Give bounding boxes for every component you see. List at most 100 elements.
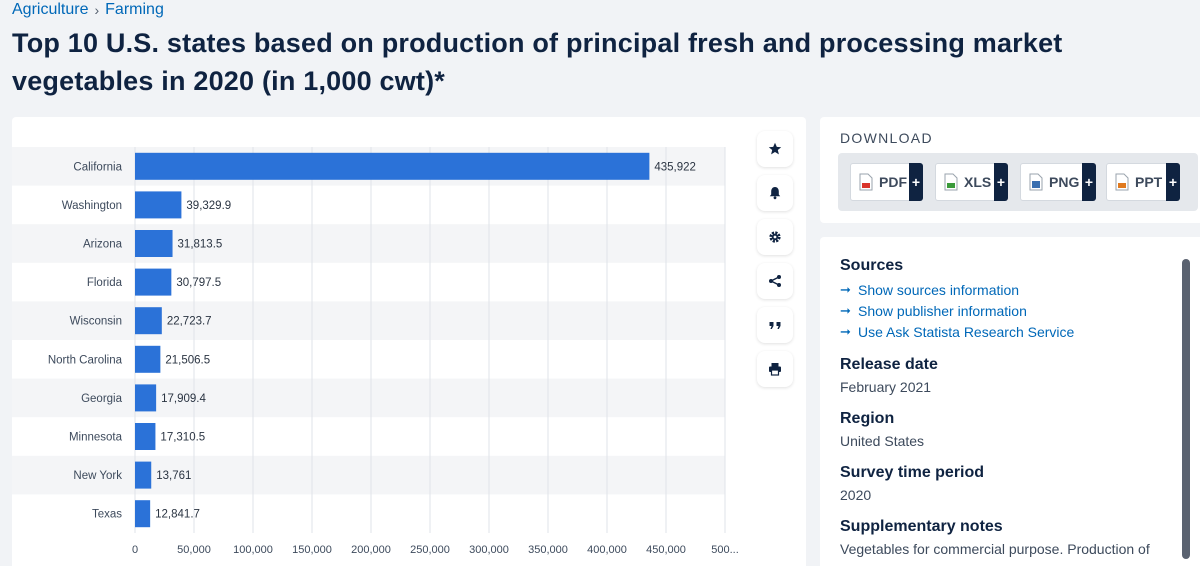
bar <box>135 461 152 489</box>
show-sources-label: Show sources information <box>858 281 1020 298</box>
favorite-button[interactable] <box>757 131 793 167</box>
bar <box>135 500 151 528</box>
x-tick-label: 250,000 <box>410 544 450 556</box>
bar <box>135 191 182 219</box>
ask-statista-link[interactable]: ➞ Use Ask Statista Research Service <box>840 321 1170 342</box>
download-pdf-button[interactable]: PDF + <box>850 163 923 201</box>
category-label: Arizona <box>83 239 123 251</box>
statistic-info-card: Sources ➞ Show sources information ➞ Show … <box>820 237 1200 566</box>
category-label: North Carolina <box>48 354 123 366</box>
survey-period-value: 2020 <box>840 487 872 503</box>
download-pdf-plus[interactable]: + <box>909 163 923 201</box>
x-tick-label: 450,000 <box>646 544 686 556</box>
data-label: 435,922 <box>654 161 696 173</box>
category-label: California <box>73 161 122 173</box>
settings-button[interactable] <box>757 219 793 255</box>
category-label: Georgia <box>81 393 123 405</box>
category-label: Wisconsin <box>70 316 122 328</box>
bar <box>135 345 161 373</box>
x-tick-label: 50,000 <box>177 544 211 556</box>
quote-icon <box>769 322 781 329</box>
download-ppt-plus[interactable]: + <box>1166 163 1180 201</box>
show-publisher-label: Show publisher information <box>858 302 1027 319</box>
bar <box>135 268 172 296</box>
survey-period-heading: Survey time period <box>840 464 985 481</box>
category-label: New York <box>73 470 122 482</box>
chart-card: California 435,922 Washington 39,329.9 Arizo… <box>12 117 806 566</box>
x-tick-label: 100,000 <box>233 544 273 556</box>
ppt-file-icon <box>1115 173 1129 191</box>
page-title: Top 10 U.S. states based on production o… <box>12 28 1063 96</box>
row-stripe <box>12 378 725 418</box>
data-label: 31,813.5 <box>178 239 223 251</box>
download-ppt-label: PPT <box>1135 174 1163 190</box>
breadcrumb: Agriculture › Farming <box>12 1 164 19</box>
star-icon <box>768 142 782 155</box>
download-png-label: PNG <box>1049 174 1080 190</box>
data-label: 13,761 <box>156 470 191 482</box>
category-label: Texas <box>92 509 122 521</box>
bar <box>135 384 157 412</box>
pdf-file-icon <box>859 173 873 191</box>
gear-icon <box>769 231 781 243</box>
share-button[interactable] <box>757 263 793 299</box>
data-label: 12,841.7 <box>155 509 200 521</box>
category-label: Minnesota <box>69 432 123 444</box>
row-stripe <box>12 224 725 263</box>
bar <box>135 230 173 257</box>
download-png-button[interactable]: PNG + <box>1020 163 1096 201</box>
data-label: 30,797.5 <box>176 277 221 289</box>
data-label: 21,506.5 <box>165 354 210 366</box>
x-tick-label: 200,000 <box>351 544 391 556</box>
row-stripe <box>12 455 725 495</box>
supplementary-notes-value: Vegetables for commercial purpose. Produ… <box>840 541 1150 557</box>
show-sources-link[interactable]: ➞ Show sources information <box>840 279 1170 300</box>
bar-chart: California 435,922 Washington 39,329.9 Arizo… <box>12 147 739 556</box>
breadcrumb-agriculture[interactable]: Agriculture <box>12 1 89 18</box>
sources-heading: Sources <box>840 257 904 274</box>
cite-button[interactable] <box>757 307 793 343</box>
download-xls-plus[interactable]: + <box>994 163 1008 201</box>
download-buttons: PDF + XLS + PNG + PPT + <box>838 153 1198 211</box>
png-file-icon <box>1029 173 1043 191</box>
region-value: United States <box>840 433 925 449</box>
download-ppt-button[interactable]: PPT + <box>1106 163 1180 201</box>
xls-file-icon <box>944 173 958 191</box>
x-tick-label: 500... <box>711 544 739 556</box>
region-heading: Region <box>840 410 895 427</box>
arrow-right-icon: ➞ <box>840 302 851 318</box>
download-title: DOWNLOAD <box>840 130 933 146</box>
data-label: 17,909.4 <box>161 393 206 405</box>
show-publisher-link[interactable]: ➞ Show publisher information <box>840 300 1170 321</box>
x-tick-label: 350,000 <box>528 544 568 556</box>
release-date-value: February 2021 <box>840 379 932 395</box>
chart-toolbar <box>757 131 793 395</box>
download-xls-label: XLS <box>964 174 992 190</box>
category-label: Florida <box>87 277 123 289</box>
arrow-right-icon: ➞ <box>840 323 851 339</box>
arrow-right-icon: ➞ <box>840 281 851 297</box>
release-date-heading: Release date <box>840 356 938 373</box>
share-icon <box>769 275 781 287</box>
printer-icon <box>769 363 781 376</box>
x-tick-label: 150,000 <box>292 544 332 556</box>
data-label: 17,310.5 <box>160 432 205 444</box>
bar <box>135 152 650 180</box>
print-button[interactable] <box>757 351 793 387</box>
bell-icon <box>769 187 781 200</box>
breadcrumb-farming[interactable]: Farming <box>105 1 164 18</box>
x-tick-label: 300,000 <box>469 544 509 556</box>
download-xls-button[interactable]: XLS + <box>935 163 1008 201</box>
bar <box>135 423 156 450</box>
data-label: 39,329.9 <box>186 200 231 212</box>
notification-button[interactable] <box>757 175 793 211</box>
x-tick-label: 0 <box>132 544 138 556</box>
download-pdf-label: PDF <box>879 174 907 190</box>
download-card: DOWNLOAD PDF + XLS + PNG + PPT + <box>820 117 1200 223</box>
data-label: 22,723.7 <box>167 316 212 328</box>
row-stripe <box>12 301 725 340</box>
download-png-plus[interactable]: + <box>1082 163 1096 201</box>
info-scrollbar[interactable] <box>1182 259 1190 559</box>
ask-statista-label: Use Ask Statista Research Service <box>858 323 1075 340</box>
category-label: Washington <box>62 200 122 212</box>
